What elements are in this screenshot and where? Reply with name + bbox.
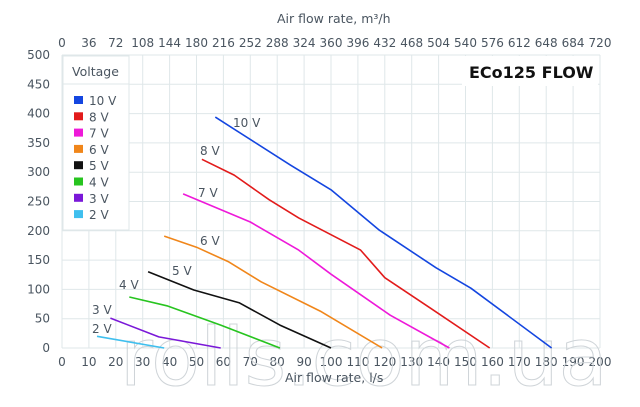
x-tick-label: 50 bbox=[189, 355, 204, 369]
series-line bbox=[214, 116, 553, 349]
x-tick-label: 160 bbox=[481, 355, 504, 369]
x-tick-label: 130 bbox=[400, 355, 423, 369]
series-label: 3 V bbox=[92, 303, 112, 317]
legend-swatch bbox=[74, 210, 83, 219]
x-axis-title: Air flow rate, l/s bbox=[285, 370, 383, 385]
x-tick-label: 0 bbox=[58, 355, 66, 369]
top-tick-label: 180 bbox=[185, 36, 208, 50]
y-tick-label: 450 bbox=[27, 77, 50, 91]
series-label: 5 V bbox=[172, 264, 192, 278]
x-tick-label: 90 bbox=[296, 355, 311, 369]
legend-title: Voltage bbox=[72, 64, 119, 79]
legend-swatch bbox=[74, 161, 83, 170]
x-tick-label: 30 bbox=[135, 355, 150, 369]
x-tick-label: 120 bbox=[373, 355, 396, 369]
x-tick-label: 10 bbox=[81, 355, 96, 369]
top-tick-label: 468 bbox=[400, 36, 423, 50]
x-tick-label: 20 bbox=[108, 355, 123, 369]
y-tick-label: 250 bbox=[27, 195, 50, 209]
top-tick-label: 576 bbox=[481, 36, 504, 50]
x-tick-label: 40 bbox=[162, 355, 177, 369]
model-label-bg bbox=[462, 56, 598, 86]
top-tick-label: 252 bbox=[239, 36, 262, 50]
y-tick-label: 300 bbox=[27, 165, 50, 179]
series-label: 6 V bbox=[200, 234, 220, 248]
x2-axis-title: Air flow rate, m³/h bbox=[277, 11, 391, 26]
top-axis-ticks: 0 36 72 108 144 180 216 252 288 324 360 396 432 468 50… bbox=[58, 36, 611, 50]
series-lines bbox=[96, 116, 553, 349]
x-tick-label: 100 bbox=[320, 355, 343, 369]
top-tick-label: 504 bbox=[427, 36, 450, 50]
legend-swatch bbox=[74, 112, 83, 121]
legend-swatch bbox=[74, 96, 83, 104]
legend-swatch bbox=[74, 193, 83, 202]
y-tick-label: 50 bbox=[35, 312, 50, 326]
top-tick-label: 396 bbox=[346, 36, 369, 50]
legend-swatch bbox=[74, 128, 83, 137]
top-tick-label: 612 bbox=[508, 36, 531, 50]
top-tick-label: 108 bbox=[131, 36, 154, 50]
legend-swatch bbox=[74, 144, 83, 153]
grid bbox=[61, 54, 601, 349]
top-tick-label: 0 bbox=[58, 36, 66, 50]
y-axis-ticks: 0 50 100 150 200 250 300 350 400 450 500 bbox=[27, 48, 50, 355]
legend-item-label: 2 V bbox=[89, 208, 109, 222]
x-axis-ticks: 0 10 20 30 40 50 60 70 80 90 100 110 120 130 140 150 160… bbox=[58, 355, 611, 369]
top-tick-label: 36 bbox=[81, 36, 96, 50]
y-tick-label: 200 bbox=[27, 224, 50, 238]
top-tick-label: 540 bbox=[454, 36, 477, 50]
legend-item-label: 8 V bbox=[89, 110, 109, 124]
series-label: 7 V bbox=[198, 186, 218, 200]
watermark: rolls.com.ua bbox=[120, 311, 608, 404]
top-tick-label: 144 bbox=[158, 36, 181, 50]
x-tick-label: 170 bbox=[508, 355, 531, 369]
series-label: 2 V bbox=[92, 322, 112, 336]
series-line bbox=[129, 296, 281, 349]
legend-swatch bbox=[74, 177, 83, 186]
legend-item-label: 6 V bbox=[89, 143, 109, 157]
series-line bbox=[96, 335, 165, 349]
legend-items: 10 V 8 V 7 V 6 V 5 V 4 V 3 V 2 V bbox=[74, 94, 117, 222]
top-tick-label: 72 bbox=[108, 36, 123, 50]
series-label: 8 V bbox=[200, 144, 220, 158]
legend-item-label: 3 V bbox=[89, 192, 109, 206]
top-tick-label: 216 bbox=[212, 36, 235, 50]
series-label: 10 V bbox=[233, 116, 261, 130]
legend-item-label: 5 V bbox=[89, 159, 109, 173]
y-tick-label: 0 bbox=[42, 341, 50, 355]
x-tick-label: 70 bbox=[243, 355, 258, 369]
x-tick-label: 80 bbox=[270, 355, 285, 369]
x-tick-label: 150 bbox=[454, 355, 477, 369]
top-tick-label: 324 bbox=[293, 36, 316, 50]
legend-item-label: 10 V bbox=[89, 94, 117, 108]
top-tick-label: 360 bbox=[320, 36, 343, 50]
x-tick-label: 140 bbox=[427, 355, 450, 369]
series-line bbox=[163, 235, 383, 349]
top-tick-label: 432 bbox=[373, 36, 396, 50]
series-line bbox=[110, 317, 221, 349]
top-tick-label: 684 bbox=[562, 36, 585, 50]
series-label: 4 V bbox=[119, 278, 139, 292]
legend-item-label: 4 V bbox=[89, 176, 109, 190]
series-labels: 10 V 8 V 7 V 6 V 5 V 4 V 3 V 2 V bbox=[92, 116, 261, 336]
y-tick-label: 350 bbox=[27, 136, 50, 150]
series-line bbox=[182, 193, 450, 349]
top-tick-label: 720 bbox=[589, 36, 612, 50]
x-tick-label: 200 bbox=[589, 355, 612, 369]
x-tick-label: 60 bbox=[216, 355, 231, 369]
series-line bbox=[201, 158, 491, 349]
top-tick-label: 648 bbox=[535, 36, 558, 50]
x-tick-label: 110 bbox=[346, 355, 369, 369]
y-tick-label: 400 bbox=[27, 107, 50, 121]
y-tick-label: 100 bbox=[27, 282, 50, 296]
y-tick-label: 500 bbox=[27, 48, 50, 62]
y-tick-label: 150 bbox=[27, 253, 50, 267]
x-tick-label: 190 bbox=[562, 355, 585, 369]
series-line bbox=[147, 271, 332, 349]
chart-title: ECo125 FLOW bbox=[469, 63, 594, 82]
legend-item-label: 7 V bbox=[89, 127, 109, 141]
x-tick-label: 180 bbox=[535, 355, 558, 369]
top-tick-label: 288 bbox=[266, 36, 289, 50]
